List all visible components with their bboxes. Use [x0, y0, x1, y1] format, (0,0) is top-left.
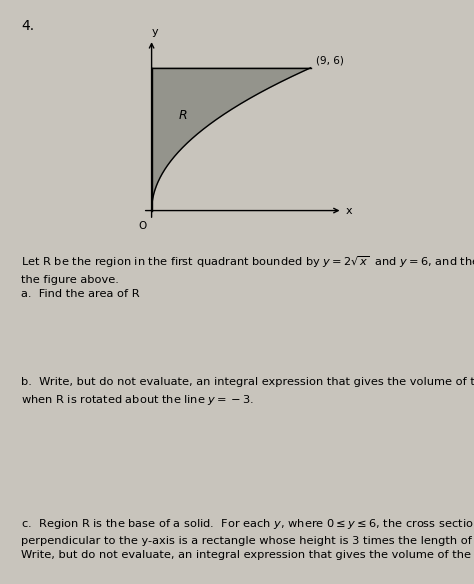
Text: b.  Write, but do not evaluate, an integral expression that gives the volume of : b. Write, but do not evaluate, an integr…: [21, 377, 474, 406]
Text: (9, 6): (9, 6): [316, 55, 344, 65]
Text: Let R be the region in the first quadrant bounded by $y = 2\sqrt{x}$  and $y = 6: Let R be the region in the first quadran…: [21, 254, 474, 284]
Polygon shape: [152, 68, 310, 211]
Text: c.  Region R is the base of a solid.  For each $y$, where $0 \leq y \leq 6$, the: c. Region R is the base of a solid. For …: [21, 517, 474, 561]
Text: a.  Find the area of R: a. Find the area of R: [21, 289, 140, 299]
Text: O: O: [138, 221, 147, 231]
Text: R: R: [179, 109, 188, 122]
Text: x: x: [346, 206, 353, 215]
Text: y: y: [152, 27, 158, 37]
Text: 4.: 4.: [21, 19, 35, 33]
